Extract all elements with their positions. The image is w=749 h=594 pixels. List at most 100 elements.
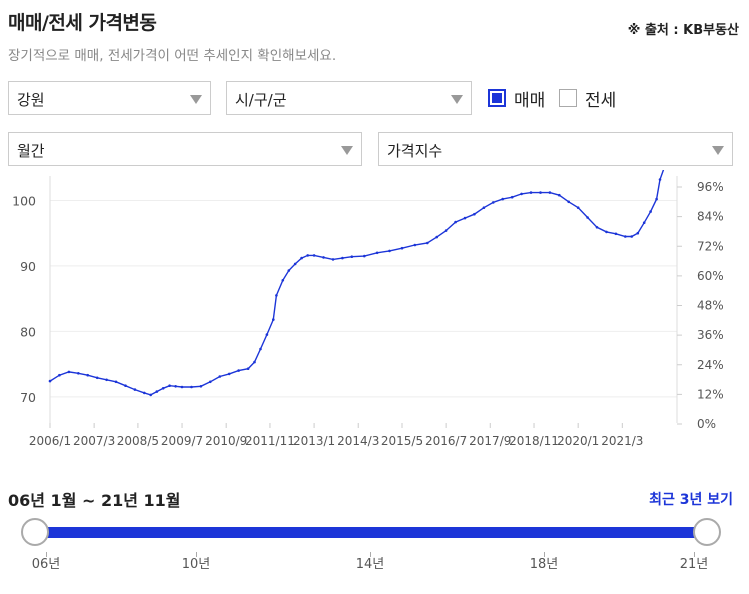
y-tick-label: 70 xyxy=(20,390,36,405)
data-point xyxy=(306,254,310,257)
range-slider-track[interactable] xyxy=(35,527,707,538)
checkbox-unchecked-icon[interactable] xyxy=(559,89,577,107)
checkbox-checked-icon[interactable] xyxy=(488,89,506,107)
data-point xyxy=(350,255,354,258)
y-tick-label: 90 xyxy=(20,259,36,274)
region-select-value: 강원 xyxy=(17,91,45,109)
data-source: ※ 출처 : KB부동산 xyxy=(627,23,739,38)
data-point xyxy=(149,393,152,397)
data-point xyxy=(636,231,640,235)
x-tick-label: 2020/1 xyxy=(557,434,599,448)
data-point xyxy=(473,212,476,216)
x-tick-label: 2021/3 xyxy=(601,434,643,448)
y2-tick-label: 0% xyxy=(697,417,716,431)
chevron-down-icon xyxy=(341,146,353,155)
data-point xyxy=(174,385,177,388)
y-tick-label: 80 xyxy=(20,324,36,339)
region-select[interactable]: 강원 xyxy=(8,81,211,115)
chevron-down-icon xyxy=(712,146,724,155)
page-subtitle: 장기적으로 매매, 전세가격이 어떤 추세인지 확인해보세요. xyxy=(8,48,337,64)
data-point xyxy=(655,197,658,201)
district-select[interactable]: 시/구/군 xyxy=(226,81,472,115)
range-tick-label: 21년 xyxy=(679,557,709,572)
data-point xyxy=(388,249,391,253)
series-line-sale xyxy=(49,170,665,396)
data-point xyxy=(614,232,618,236)
data-point xyxy=(265,333,269,336)
data-point xyxy=(227,372,231,376)
y2-tick-label: 60% xyxy=(697,269,724,283)
data-point xyxy=(529,191,533,194)
data-point xyxy=(86,373,89,377)
price-index-chart[interactable]: 70 80 90 100 0% 12% 24% 36% 48% 60% 72% 84% 96% 2006/… xyxy=(0,170,749,455)
period-select-value: 월간 xyxy=(17,142,45,160)
data-point xyxy=(558,193,561,197)
data-point xyxy=(426,241,429,245)
data-point xyxy=(539,191,542,194)
y2-tick-label: 24% xyxy=(697,358,724,372)
chevron-down-icon xyxy=(451,95,463,104)
data-point xyxy=(259,347,262,351)
data-point xyxy=(209,380,212,384)
data-point xyxy=(331,258,335,261)
data-point xyxy=(444,229,448,232)
data-point xyxy=(642,221,646,224)
index-type-select[interactable]: 가격지수 xyxy=(378,132,733,166)
y2-tick-label: 96% xyxy=(697,180,724,194)
x-tick-label: 2014/3 xyxy=(337,434,379,448)
data-point xyxy=(630,235,633,238)
data-point xyxy=(375,251,379,255)
data-point xyxy=(658,178,662,181)
data-point xyxy=(363,254,366,258)
data-point xyxy=(312,254,316,257)
y2-tick-label: 36% xyxy=(697,328,724,342)
data-point xyxy=(155,390,159,393)
x-tick-label: 2010/9 xyxy=(205,434,247,448)
data-point xyxy=(492,201,495,204)
data-point xyxy=(180,385,184,389)
range-tick-label: 10년 xyxy=(181,557,211,572)
data-point xyxy=(168,384,171,387)
x-tick-label: 2015/5 xyxy=(381,434,423,448)
range-tick-mark xyxy=(544,552,545,557)
range-slider-start-handle[interactable] xyxy=(21,518,49,546)
range-tick-mark xyxy=(46,552,47,557)
data-point xyxy=(322,256,325,259)
range-tick-label: 14년 xyxy=(355,557,385,572)
data-point xyxy=(400,246,404,250)
data-point xyxy=(454,220,457,224)
data-point xyxy=(548,191,552,194)
data-point xyxy=(281,279,285,282)
x-tick-label: 2016/7 xyxy=(425,434,467,448)
range-slider-end-handle[interactable] xyxy=(693,518,721,546)
data-point xyxy=(237,369,240,372)
data-point xyxy=(435,235,439,239)
recent-3-years-button[interactable]: 최근 3년 보기 xyxy=(649,492,733,508)
data-point xyxy=(501,197,505,201)
data-point xyxy=(77,372,80,375)
period-select[interactable]: 월간 xyxy=(8,132,362,166)
range-tick-mark xyxy=(370,552,371,557)
district-select-value: 시/구/군 xyxy=(235,91,287,109)
data-point xyxy=(510,195,514,199)
x-tick-label: 2007/3 xyxy=(73,434,115,448)
range-tick-mark xyxy=(196,552,197,557)
x-tick-label: 2017/9 xyxy=(469,434,511,448)
data-point xyxy=(253,360,256,364)
range-label: 06년 1월 ~ 21년 11월 xyxy=(8,491,181,510)
data-point xyxy=(520,192,523,196)
data-point xyxy=(576,206,580,209)
y2-tick-label: 72% xyxy=(697,239,724,253)
y2-tick-label: 84% xyxy=(697,210,724,224)
x-tick-label: 2006/1 xyxy=(29,434,71,448)
data-point xyxy=(124,384,127,387)
index-type-select-value: 가격지수 xyxy=(387,142,443,160)
data-point xyxy=(133,388,137,391)
data-point xyxy=(143,391,146,395)
y2-tick-label: 48% xyxy=(697,299,724,313)
data-point xyxy=(246,367,250,370)
data-point xyxy=(275,294,278,297)
x-tick-label: 2013/1 xyxy=(293,434,335,448)
data-point xyxy=(272,318,275,321)
data-point xyxy=(463,216,467,220)
